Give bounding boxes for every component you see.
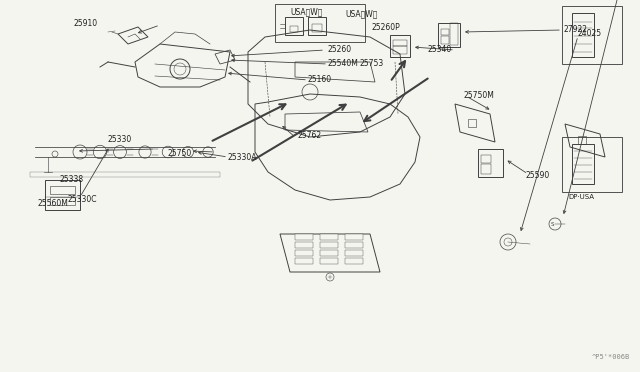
Bar bbox=[572, 144, 594, 184]
Text: 25330C: 25330C bbox=[68, 196, 97, 205]
Bar bbox=[312, 24, 322, 32]
Bar bbox=[45, 180, 80, 210]
Bar bbox=[320, 258, 338, 264]
Bar bbox=[295, 234, 313, 240]
Text: 25750: 25750 bbox=[167, 150, 191, 158]
Bar bbox=[50, 186, 75, 194]
Bar bbox=[285, 17, 303, 35]
Text: S: S bbox=[551, 221, 554, 227]
Bar bbox=[320, 242, 338, 248]
Text: 24025: 24025 bbox=[578, 29, 602, 38]
Text: USA〈W〉: USA〈W〉 bbox=[345, 10, 378, 19]
Bar bbox=[345, 242, 363, 248]
Bar bbox=[390, 35, 410, 57]
Text: 25330A: 25330A bbox=[228, 154, 257, 163]
Bar bbox=[572, 13, 594, 57]
Text: 25910: 25910 bbox=[74, 19, 98, 29]
Bar bbox=[308, 17, 326, 35]
Bar bbox=[578, 136, 586, 144]
Text: 25560M: 25560M bbox=[38, 199, 69, 208]
Text: 25160: 25160 bbox=[308, 74, 332, 83]
Bar bbox=[478, 149, 503, 177]
Bar bbox=[345, 234, 363, 240]
Text: 27922: 27922 bbox=[563, 26, 587, 35]
Bar bbox=[275, 4, 365, 42]
Bar bbox=[450, 23, 458, 45]
Text: 25750M: 25750M bbox=[464, 92, 495, 100]
Bar bbox=[320, 234, 338, 240]
Bar bbox=[295, 250, 313, 256]
Bar bbox=[562, 6, 622, 64]
Bar bbox=[295, 242, 313, 248]
Bar bbox=[438, 23, 460, 47]
Text: DP·USA: DP·USA bbox=[568, 194, 594, 200]
Bar bbox=[345, 258, 363, 264]
Bar bbox=[562, 137, 622, 192]
Bar bbox=[320, 250, 338, 256]
Bar bbox=[295, 258, 313, 264]
Bar bbox=[441, 29, 449, 35]
Text: 25753: 25753 bbox=[360, 60, 384, 68]
Bar bbox=[345, 250, 363, 256]
Text: 25762: 25762 bbox=[298, 131, 322, 140]
Bar bbox=[441, 36, 449, 44]
Text: 25260P: 25260P bbox=[372, 22, 401, 32]
Bar bbox=[290, 26, 298, 32]
Bar bbox=[50, 197, 75, 205]
Text: 25540M: 25540M bbox=[328, 60, 359, 68]
Bar bbox=[393, 40, 407, 46]
Text: 25340: 25340 bbox=[428, 45, 452, 55]
Bar bbox=[481, 164, 491, 174]
Text: ^P5'*006B: ^P5'*006B bbox=[592, 354, 630, 360]
Text: 25260: 25260 bbox=[328, 45, 352, 55]
Text: 25590: 25590 bbox=[526, 171, 550, 180]
Text: USA〈W〉: USA〈W〉 bbox=[290, 7, 323, 16]
Bar bbox=[481, 155, 491, 163]
Bar bbox=[393, 46, 407, 54]
Text: 25330: 25330 bbox=[108, 135, 132, 144]
Bar bbox=[30, 172, 220, 177]
Bar bbox=[468, 119, 476, 127]
Text: 08513-62012: 08513-62012 bbox=[618, 0, 640, 1]
Text: 25338: 25338 bbox=[60, 176, 84, 185]
